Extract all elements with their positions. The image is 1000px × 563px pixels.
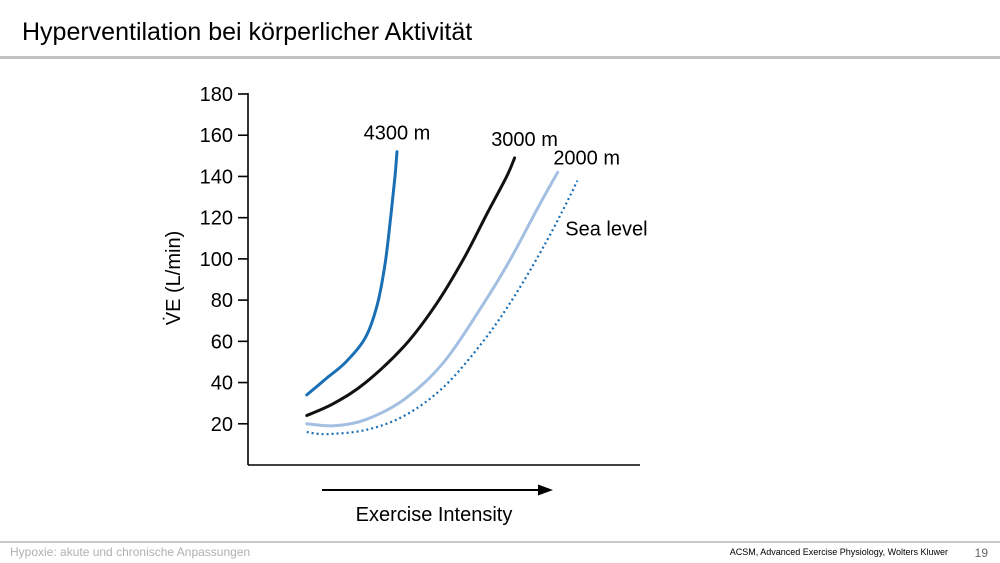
y-tick-label: 180 [200,84,233,106]
curves [305,150,579,436]
intensity-arrowhead [538,484,553,496]
y-axis-label: V̇E (L/min) [163,231,185,325]
y-tick-label: 80 [211,290,233,312]
y-tick-label: 120 [200,208,233,230]
curve-3000-m [305,156,517,417]
footer-divider [0,541,1000,543]
curve-label-4300-m: 4300 m [364,123,431,145]
footer-topic: Hypoxie: akute und chronische Anpassunge… [10,545,251,559]
curve-label-2000-m: 2000 m [553,147,620,169]
y-tick-label: 140 [200,166,233,188]
y-tick-label: 100 [200,249,233,271]
y-tick-label: 160 [200,125,233,147]
curve-label-3000-m: 3000 m [491,129,558,151]
slide-title: Hyperventilation bei körperlicher Aktivi… [22,18,473,46]
page-number: 19 [974,546,988,560]
y-axis: 20 40 60 80 100 120 140 160 180 [200,84,249,465]
title-divider [0,56,1000,59]
y-tick-label: 40 [211,373,233,395]
y-tick-label: 60 [211,331,233,353]
footer-source: ACSM, Advanced Exercise Physiology, Wolt… [729,547,948,557]
x-axis-title: Exercise Intensity [322,484,553,526]
curve-sea-level [306,180,579,436]
curve-2000-m [305,170,560,428]
y-tick-label: 20 [211,414,233,436]
curve-4300-m [305,150,399,397]
x-axis-label: Exercise Intensity [356,504,513,526]
curve-label-sea-level: Sea level [565,219,647,241]
